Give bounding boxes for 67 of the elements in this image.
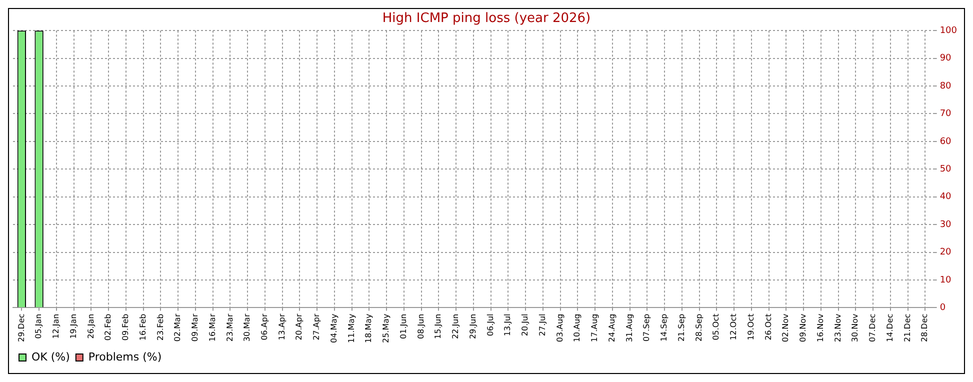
x-tick-label: 05.Oct: [712, 314, 721, 340]
y-tick-label: 30: [940, 220, 952, 230]
x-tick-label: 06.Jul: [486, 314, 495, 336]
x-tick-label: 16.Nov: [816, 313, 825, 342]
y-tick-label: 20: [940, 248, 952, 258]
x-tick-label: 23.Nov: [833, 313, 842, 342]
x-tick-label: 08.Jun: [416, 314, 426, 339]
x-tick-label: 14.Sep: [660, 314, 669, 342]
y-tick-label: 0: [940, 303, 946, 314]
x-tick-label: 28.Sep: [694, 314, 704, 342]
x-tick-label: 29.Jun: [468, 314, 478, 339]
x-tick-label: 30.Nov: [850, 313, 860, 342]
y-tick-label: 100: [940, 26, 958, 36]
x-tick-label: 27.Apr: [312, 313, 322, 340]
x-tick-label: 03.Aug: [555, 314, 564, 342]
x-tick-label: 09.Mar: [190, 313, 200, 342]
x-tick-label: 20.Jul: [520, 314, 530, 336]
x-tick-label: 18.May: [364, 313, 374, 344]
x-tick-label: 26.Oct: [764, 314, 773, 340]
x-tick-label: 05.Jan: [34, 314, 44, 339]
legend-label: Problems (%): [88, 350, 162, 364]
x-tick-label: 20.Apr: [294, 313, 304, 340]
y-tick-label: 10: [940, 275, 952, 286]
x-tick-label: 31.Aug: [624, 314, 634, 342]
y-tick-label: 40: [940, 192, 952, 202]
x-tick-label: 17.Aug: [590, 314, 600, 342]
x-tick-label: 24.Aug: [607, 314, 616, 342]
x-tick-label: 23.Mar: [225, 313, 234, 342]
x-tick-label: 12.Jan: [52, 314, 61, 339]
x-tick-label: 29.Dec: [16, 314, 26, 342]
chart-title: High ICMP ping loss (year 2026): [382, 11, 591, 26]
y-tick-label: 70: [940, 109, 952, 120]
x-tick-label: 30.Mar: [242, 313, 252, 342]
x-tick-label: 16.Mar: [208, 313, 217, 342]
x-tick-label: 19.Jan: [68, 314, 78, 339]
legend-label: OK (%): [32, 350, 70, 364]
y-tick-label: 90: [940, 54, 952, 64]
x-tick-label: 07.Dec: [868, 314, 878, 342]
x-tick-label: 09.Feb: [121, 314, 130, 341]
y-tick-label: 80: [940, 81, 952, 92]
x-tick-label: 09.Nov: [798, 313, 808, 342]
x-tick-label: 12.Oct: [729, 314, 738, 340]
x-tick-label: 02.Nov: [781, 313, 790, 342]
y-tick-label: 60: [940, 136, 952, 147]
x-tick-label: 26.Jan: [86, 314, 96, 339]
x-tick-label: 13.Apr: [277, 313, 286, 340]
x-tick-label: 14.Dec: [885, 314, 894, 342]
x-tick-label: 19.Oct: [746, 314, 756, 340]
x-tick-label: 22.Jun: [451, 314, 460, 339]
x-tick-label: 13.Jul: [503, 314, 512, 336]
x-tick-label: 02.Mar: [173, 313, 182, 342]
x-tick-label: 15.Jun: [434, 314, 443, 339]
x-tick-label: 16.Feb: [138, 314, 148, 341]
y-tick-label: 50: [940, 164, 952, 175]
x-tick-label: 11.May: [346, 313, 356, 344]
x-tick-label: 25.May: [382, 313, 391, 344]
x-tick-label: 28.Dec: [920, 314, 930, 342]
x-tick-label: 07.Sep: [642, 314, 652, 342]
x-tick-label: 01.Jun: [398, 314, 408, 339]
x-tick-label: 02.Feb: [104, 314, 113, 341]
x-tick-label: 27.Jul: [538, 314, 547, 336]
x-tick-label: 06.Apr: [260, 313, 269, 340]
x-tick-label: 23.Feb: [156, 314, 165, 341]
x-tick-label: 10.Aug: [572, 314, 582, 342]
x-tick-label: 04.May: [329, 313, 338, 344]
x-tick-label: 21.Dec: [902, 314, 912, 342]
x-tick-label: 21.Sep: [676, 314, 686, 342]
